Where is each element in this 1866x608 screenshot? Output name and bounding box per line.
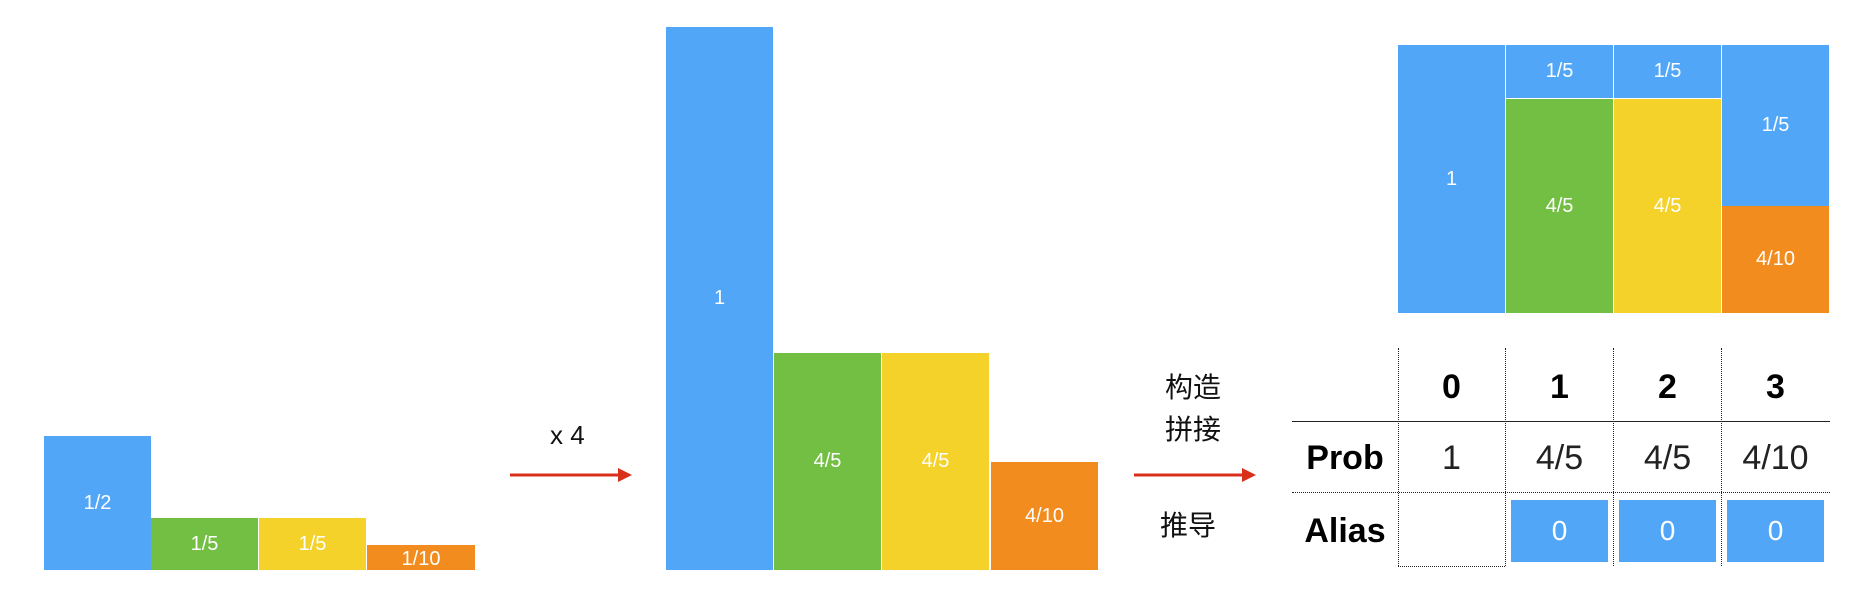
stage2-bar-0: 1 bbox=[666, 27, 773, 570]
arrow2-icon bbox=[1134, 468, 1256, 482]
table-row-divider-dotted bbox=[1292, 492, 1830, 493]
stage2-bar-0-label: 1 bbox=[713, 287, 726, 309]
alias-row-label: Alias bbox=[1304, 511, 1386, 550]
stage1-bar-1-label: 1/5 bbox=[190, 532, 219, 555]
stage3-col3-main-label: 4/10 bbox=[1756, 248, 1795, 270]
table-header-1: 1 bbox=[1550, 367, 1569, 406]
stage3-col1-main-label: 4/5 bbox=[1545, 194, 1574, 217]
table-alias-bottom-border bbox=[1398, 566, 1505, 567]
stage1-bar-1: 1/5 bbox=[151, 518, 258, 570]
prob-cell-2: 4/5 bbox=[1643, 438, 1692, 477]
stage1-bar-0: 1/2 bbox=[44, 436, 151, 570]
table-col-sep-2 bbox=[1613, 348, 1614, 566]
arrow1-icon bbox=[510, 468, 632, 482]
stage2-bar-1-label: 4/5 bbox=[813, 450, 842, 472]
alias-cell-3: 0 bbox=[1727, 500, 1824, 562]
alias-cell-1: 0 bbox=[1511, 500, 1608, 562]
stage2-bar-3-label: 4/10 bbox=[1025, 504, 1064, 527]
stage2-bar-1: 4/5 bbox=[774, 353, 881, 570]
stage3-col1-main: 4/5 bbox=[1506, 99, 1613, 313]
table-col-sep-1 bbox=[1505, 348, 1506, 566]
arrow2-label-line1: 构造 bbox=[1165, 372, 1222, 403]
stage3-col3-top: 1/5 bbox=[1722, 45, 1829, 206]
table-header-0: 0 bbox=[1442, 367, 1461, 406]
stage2-bar-3: 4/10 bbox=[991, 462, 1098, 570]
stage3-col2-top: 1/5 bbox=[1614, 45, 1721, 98]
stage3-col1-top-label: 1/5 bbox=[1545, 60, 1574, 82]
stage2-bar-2: 4/5 bbox=[882, 353, 989, 570]
stage3-col1-top: 1/5 bbox=[1506, 45, 1613, 98]
arrow2-label-line2: 拼接 bbox=[1165, 414, 1222, 445]
stage1-bar-2-label: 1/5 bbox=[298, 532, 327, 555]
arrow1-label: x 4 bbox=[550, 420, 585, 450]
table-header-3: 3 bbox=[1766, 367, 1785, 406]
table-header-2: 2 bbox=[1658, 367, 1677, 406]
table-row-divider-solid bbox=[1292, 421, 1830, 422]
stage1-bar-3-label: 1/10 bbox=[401, 548, 441, 570]
table-col-sep-3 bbox=[1721, 348, 1722, 566]
stage3-col0-main: 1 bbox=[1398, 45, 1505, 313]
stage3-col3-main: 4/10 bbox=[1722, 206, 1829, 313]
alias-cell-2: 0 bbox=[1619, 500, 1716, 562]
stage1-bar-2: 1/5 bbox=[259, 518, 366, 570]
prob-cell-1: 4/5 bbox=[1535, 438, 1584, 477]
prob-cell-0: 1 bbox=[1442, 438, 1461, 477]
stage3-col2-main: 4/5 bbox=[1614, 99, 1721, 313]
arrow2-label-bottom: 推导 bbox=[1160, 510, 1217, 541]
table-col-sep-0 bbox=[1398, 348, 1399, 566]
alias-cell-0 bbox=[1398, 500, 1505, 562]
stage1-bar-0-label: 1/2 bbox=[83, 491, 112, 514]
stage2-bar-2-label: 4/5 bbox=[921, 450, 950, 472]
prob-cell-3: 4/10 bbox=[1742, 438, 1809, 477]
stage3-col2-main-label: 4/5 bbox=[1653, 194, 1682, 217]
prob-row-label: Prob bbox=[1306, 438, 1384, 477]
stage3-col2-top-label: 1/5 bbox=[1653, 60, 1682, 82]
stage1-bar-3: 1/10 bbox=[367, 545, 475, 570]
stage3-col0-main-label: 1 bbox=[1445, 167, 1458, 190]
stage3-col3-top-label: 1/5 bbox=[1761, 114, 1790, 136]
